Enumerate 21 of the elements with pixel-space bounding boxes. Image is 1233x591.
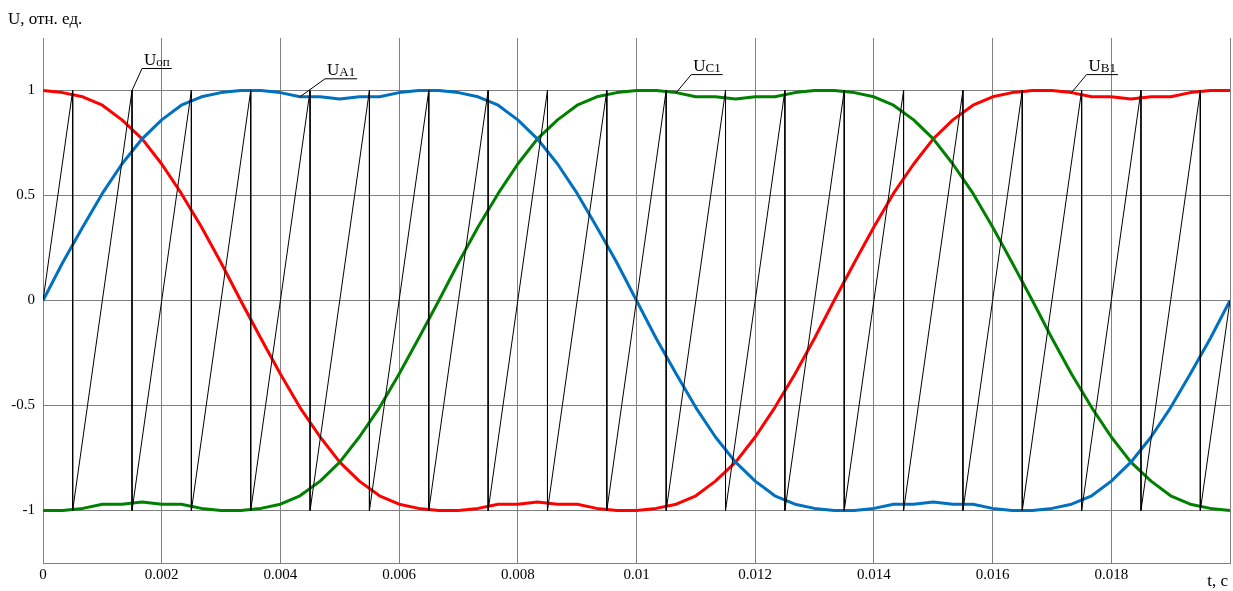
x-tick-label: 0.014: [857, 565, 892, 582]
x-tick-label: 0: [39, 565, 47, 582]
x-tick-label: 0.018: [1094, 565, 1129, 582]
y-tick-label: 1: [27, 81, 35, 98]
x-tick-label: 0.016: [975, 565, 1010, 582]
x-axis-title: t, с: [1207, 571, 1229, 590]
x-tick-label: 0.006: [382, 565, 417, 582]
y-tick-label: -1: [22, 501, 35, 518]
series-label: UB1: [1088, 55, 1116, 75]
y-tick-label: -0.5: [11, 396, 35, 413]
y-axis-title: U, отн. ед.: [8, 9, 83, 28]
x-tick-label: 0.004: [263, 565, 298, 582]
series-label: UC1: [693, 55, 721, 75]
series-label: UA1: [326, 59, 356, 79]
x-tick-label: 0.008: [500, 565, 535, 582]
x-tick-label: 0.002: [144, 565, 179, 582]
x-tick-label: 0.01: [623, 565, 650, 582]
y-tick-label: 0.5: [16, 186, 35, 203]
x-tick-label: 0.012: [738, 565, 773, 582]
y-tick-label: 0: [27, 291, 35, 308]
series-label: Uоп: [144, 49, 170, 69]
